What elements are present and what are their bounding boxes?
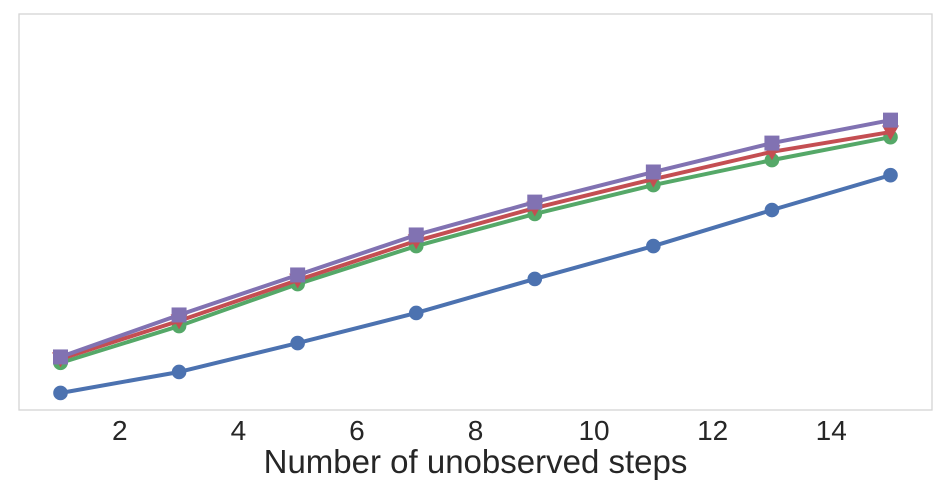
marker-circle-blue-circles [883,167,898,183]
marker-circle-blue-circles [527,271,543,287]
x-tick-label: 2 [112,415,128,446]
series-line-green-circles [58,135,893,365]
x-axis-label: Number of unobserved steps [263,443,688,480]
marker-square-purple-squares [171,307,187,323]
marker-circle-blue-circles [290,335,305,351]
marker-square-purple-squares [645,164,661,180]
series-line-purple-squares [58,118,893,359]
marker-square-purple-squares [883,112,898,128]
series-line-blue-circles [58,173,893,395]
marker-square-purple-squares [764,135,780,151]
marker-circle-blue-circles [764,202,780,218]
series-line-red-triangles [58,130,893,361]
x-tick-label: 4 [231,415,247,446]
x-tick-label: 12 [697,415,728,446]
marker-square-purple-squares [527,194,543,210]
marker-circle-blue-circles [171,364,187,380]
x-tick-label: 8 [468,415,484,446]
marker-circle-blue-circles [408,305,424,321]
x-tick-label: 14 [816,415,847,446]
marker-triangle-down-red-triangles [882,125,899,141]
marker-square-purple-squares [53,349,68,365]
plot-frame [18,13,933,411]
x-tick-label: 6 [349,415,365,446]
marker-circle-blue-circles [646,238,661,254]
marker-square-purple-squares [408,227,424,243]
marker-circle-blue-circles [53,385,68,401]
x-tick-label: 10 [578,415,609,446]
marker-square-purple-squares [290,267,306,283]
